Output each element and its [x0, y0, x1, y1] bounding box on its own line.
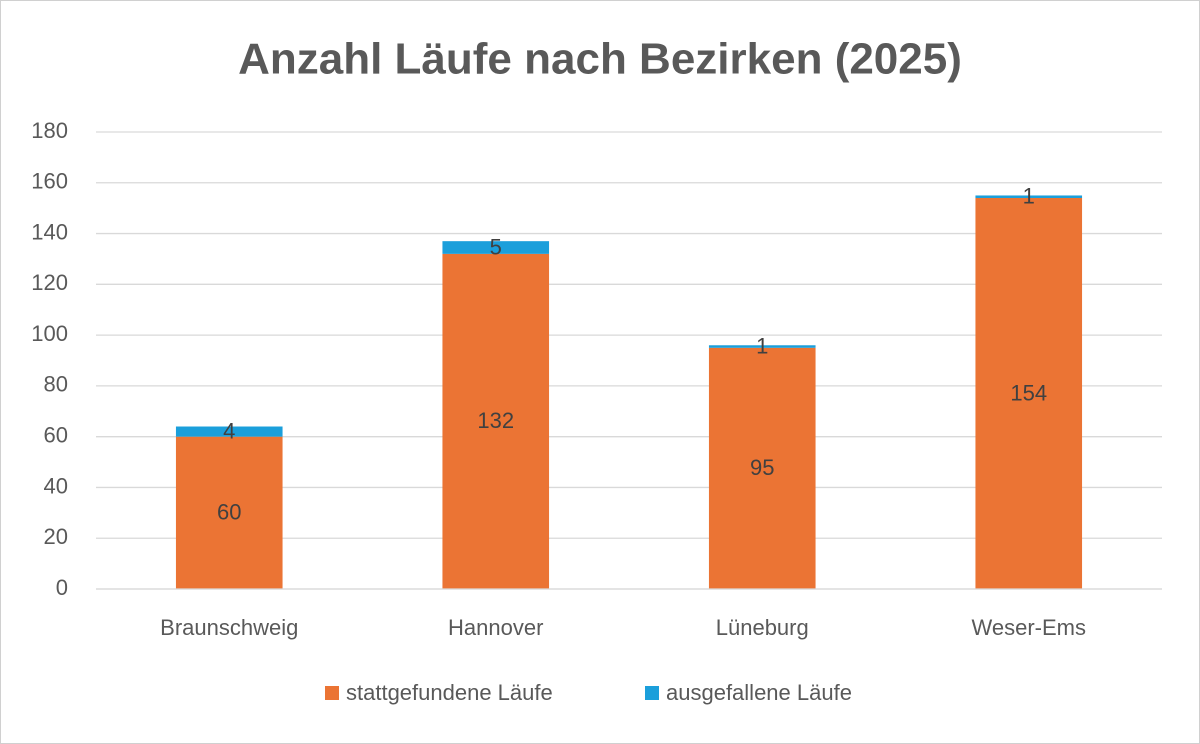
y-tick-label: 40 [44, 473, 68, 498]
x-tick-label: Lüneburg [716, 615, 809, 640]
legend-label: ausgefallene Läufe [666, 680, 852, 705]
data-label: 5 [490, 234, 502, 259]
bar-segment [975, 198, 1083, 589]
bar-segment [442, 241, 550, 254]
bar-segment [708, 347, 816, 589]
legend-swatch [325, 686, 339, 700]
legend-label: stattgefundene Läufe [346, 680, 553, 705]
data-label: 60 [217, 500, 241, 525]
y-tick-label: 60 [44, 422, 68, 447]
chart-title: Anzahl Läufe nach Bezirken (2025) [238, 35, 962, 84]
y-tick-label: 180 [31, 118, 68, 143]
y-tick-label: 80 [44, 372, 68, 397]
data-label: 1 [756, 333, 768, 358]
bar-segment [975, 195, 1083, 199]
bar-segment [175, 426, 283, 437]
x-tick-label: Weser-Ems [972, 615, 1087, 640]
y-tick-label: 160 [31, 169, 68, 194]
bar-segment [175, 436, 283, 589]
x-tick-label: Braunschweig [160, 615, 298, 640]
y-tick-label: 140 [31, 219, 68, 244]
data-label: 1 [1023, 184, 1035, 209]
data-label: 95 [750, 455, 774, 480]
y-tick-label: 100 [31, 321, 68, 346]
bar-segment [708, 345, 816, 348]
data-label: 132 [477, 408, 514, 433]
legend-swatch [645, 686, 659, 700]
x-tick-label: Hannover [448, 615, 543, 640]
y-tick-label: 20 [44, 524, 68, 549]
bar-segment [442, 253, 550, 589]
y-tick-label: 120 [31, 270, 68, 295]
data-label: 4 [223, 418, 235, 443]
y-tick-label: 0 [56, 575, 68, 600]
data-label: 154 [1010, 380, 1047, 405]
